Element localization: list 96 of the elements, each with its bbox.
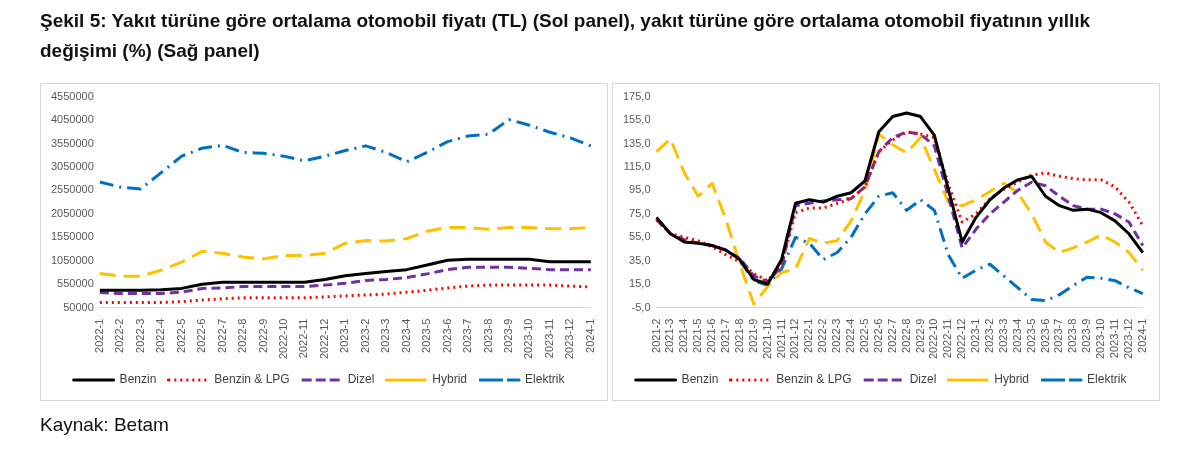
x-tick-label: 2022-11 xyxy=(941,318,954,359)
y-tick-label: 175,0 xyxy=(623,89,651,102)
x-tick-label: 2023-3 xyxy=(379,318,392,353)
x-tick-label: 2023-2 xyxy=(983,318,995,353)
legend-label: Benzin & LPG xyxy=(776,372,852,387)
x-tick-label: 2022-12 xyxy=(317,318,330,360)
x-tick-label: 2022-10 xyxy=(927,318,940,360)
x-tick-label: 2022-5 xyxy=(174,318,187,353)
x-tick-label: 2023-10 xyxy=(1094,318,1107,360)
y-tick-label: 155,0 xyxy=(623,113,651,126)
x-tick-label: 2021-7 xyxy=(719,318,732,353)
legend-label: Dizel xyxy=(909,372,937,387)
legend-label: Elektrik xyxy=(525,372,566,387)
x-tick-label: 2023-5 xyxy=(420,318,433,353)
x-tick-label: 2022-4 xyxy=(844,318,857,353)
line-series xyxy=(98,118,593,191)
x-tick-label: 2021-9 xyxy=(746,318,759,353)
x-tick-label: 2022-12 xyxy=(955,318,968,360)
x-tick-label: 2022-7 xyxy=(885,318,898,353)
x-tick-label: 2022-3 xyxy=(133,318,146,353)
x-tick-label: 2021-10 xyxy=(760,318,773,360)
x-tick-label: 2022-6 xyxy=(195,318,208,353)
y-tick-label: 135,0 xyxy=(623,136,651,149)
text: Kaynak: Betam xyxy=(40,414,169,436)
x-tick-label: 2023-4 xyxy=(399,318,412,353)
legend-label: Hybrid xyxy=(994,372,1030,387)
x-tick-label: 2023-8 xyxy=(1066,318,1079,353)
x-tick-label: 2022-8 xyxy=(899,318,912,353)
x-tick-label: 2022-2 xyxy=(113,318,126,353)
line-series xyxy=(738,191,1145,303)
x-tick-label: 2023-9 xyxy=(1080,318,1093,353)
x-tick-label: 2023-7 xyxy=(1052,318,1065,353)
x-tick-label: 2024-1 xyxy=(1135,318,1148,353)
y-tick-label: 2550000 xyxy=(51,183,94,196)
x-tick-label: 2021-2 xyxy=(649,318,662,353)
y-tick-label: 35,0 xyxy=(629,253,651,266)
x-tick-label: 2022-9 xyxy=(913,318,926,353)
x-tick-label: 2023-1 xyxy=(338,318,351,353)
x-tick-label: 2023-7 xyxy=(461,318,474,353)
x-tick-label: 2021-3 xyxy=(663,318,676,353)
x-tick-label: 2022-11 xyxy=(297,318,310,359)
x-tick-label: 2023-6 xyxy=(440,318,453,353)
y-tick-label: 95,0 xyxy=(629,183,651,196)
y-tick-label: 50000 xyxy=(63,300,94,313)
x-tick-label: 2024-1 xyxy=(583,318,596,353)
x-tick-label: 2023-1 xyxy=(969,318,982,353)
x-tick-label: 2021-4 xyxy=(677,318,690,353)
legend-label: Dizel xyxy=(347,372,375,387)
x-tick-label: 2023-2 xyxy=(358,318,371,353)
x-tick-label: 2022-4 xyxy=(154,318,167,353)
x-tick-label: 2023-8 xyxy=(481,318,494,353)
x-tick-label: 2023-12 xyxy=(563,318,576,360)
y-tick-label: -5,0 xyxy=(631,300,651,313)
x-tick-label: 2022-9 xyxy=(256,318,269,353)
x-tick-label: 2023-6 xyxy=(1038,318,1051,353)
y-tick-label: 4050000 xyxy=(51,113,94,126)
legend-label: Benzin xyxy=(119,372,157,387)
x-tick-label: 2022-2 xyxy=(816,318,829,353)
x-tick-label: 2023-4 xyxy=(1010,318,1023,353)
y-tick-label: 15,0 xyxy=(629,277,651,290)
x-tick-label: 2023-12 xyxy=(1121,318,1134,360)
y-tick-label: 3050000 xyxy=(51,159,94,172)
y-tick-label: 1050000 xyxy=(51,253,94,266)
y-tick-label: 75,0 xyxy=(629,206,651,219)
x-tick-label: 2022-5 xyxy=(857,318,870,353)
y-tick-label: 2050000 xyxy=(51,206,94,219)
y-tick-label: 550000 xyxy=(57,277,94,290)
x-tick-label: 2023-10 xyxy=(522,318,535,360)
line-series xyxy=(98,265,593,296)
x-tick-label: 2021-5 xyxy=(691,318,704,353)
legend-label: Elektrik xyxy=(1087,372,1128,387)
chart-title: Şekil 5: Yakıt türüne göre ortalama otomobil fiyatı (TL) (Sol panel), yakıt türüne göre ortalama otomobil fiyatının yıllık değişimi (%) (Sağ panel) xyxy=(40,9,1092,63)
x-tick-label: 2021-6 xyxy=(705,318,718,353)
y-tick-label: 3550000 xyxy=(51,136,94,149)
y-tick-label: 4550000 xyxy=(51,89,94,102)
x-tick-label: 2023-3 xyxy=(996,318,1009,353)
x-tick-label: 2021-12 xyxy=(788,318,801,360)
legend-label: Hybrid xyxy=(432,372,468,387)
x-tick-label: 2023-9 xyxy=(502,318,514,353)
legend-label: Benzin & LPG xyxy=(214,372,290,387)
y-tick-label: 115,0 xyxy=(623,159,651,172)
x-tick-label: 2022-1 xyxy=(802,318,815,353)
x-tick-label: 2022-7 xyxy=(215,318,228,353)
x-tick-label: 2022-3 xyxy=(830,318,843,353)
y-tick-label: 55,0 xyxy=(629,230,651,243)
x-tick-label: 2022-10 xyxy=(276,318,289,360)
x-tick-label: 2023-11 xyxy=(1108,318,1121,359)
y-tick-label: 1550000 xyxy=(51,230,94,243)
x-tick-label: 2022-6 xyxy=(871,318,884,353)
x-tick-label: 2022-8 xyxy=(236,318,249,353)
x-tick-label: 2022-1 xyxy=(92,318,105,353)
x-tick-label: 2023-11 xyxy=(542,318,555,359)
x-tick-label: 2021-11 xyxy=(774,318,787,359)
legend-label: Benzin xyxy=(681,372,719,387)
x-tick-label: 2021-8 xyxy=(732,318,745,353)
x-tick-label: 2023-5 xyxy=(1024,318,1037,353)
